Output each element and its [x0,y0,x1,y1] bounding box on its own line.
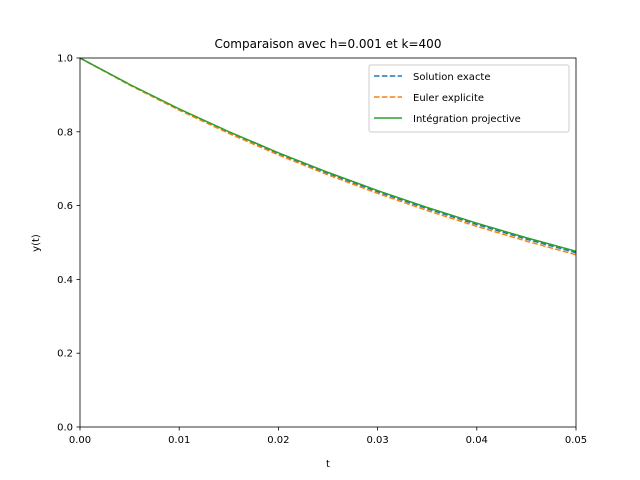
x-tick-label: 0.00 [69,435,91,446]
x-tick-label: 0.04 [466,435,488,446]
y-axis-label: y(t) [31,234,42,252]
y-tick-label: 0.8 [57,127,73,138]
x-axis-label: t [326,459,330,470]
plot-area: 0.00 0.01 0.02 0.03 0.04 0.05 0.0 0.2 0.4 0.6 0.8 1… [57,54,587,447]
x-tick-label: 0.05 [565,435,587,446]
x-tick-label: 0.01 [168,435,190,446]
x-tick-label: 0.03 [366,435,388,446]
legend-box [368,64,570,133]
series-line-1 [80,58,576,254]
y-tick-label: 0.2 [57,349,73,360]
legend-label-3: Intégration projective [413,113,521,125]
axes-frame [79,57,577,428]
x-tick-label: 0.02 [267,435,289,446]
series-line-3 [80,58,576,253]
y-tick-label: 0.4 [57,275,73,286]
y-tick-label: 1.0 [57,54,73,65]
y-tick-label: 0.0 [57,423,73,434]
y-tick-label: 0.6 [57,201,73,212]
chart-title: Comparaison avec h=0.001 et k=400 [215,37,442,51]
legend-label-2: Euler explicite [413,93,484,104]
legend-label-1: Solution exacte [413,72,491,83]
legend: Solution exacte Euler explicite Intégratio… [368,64,570,133]
